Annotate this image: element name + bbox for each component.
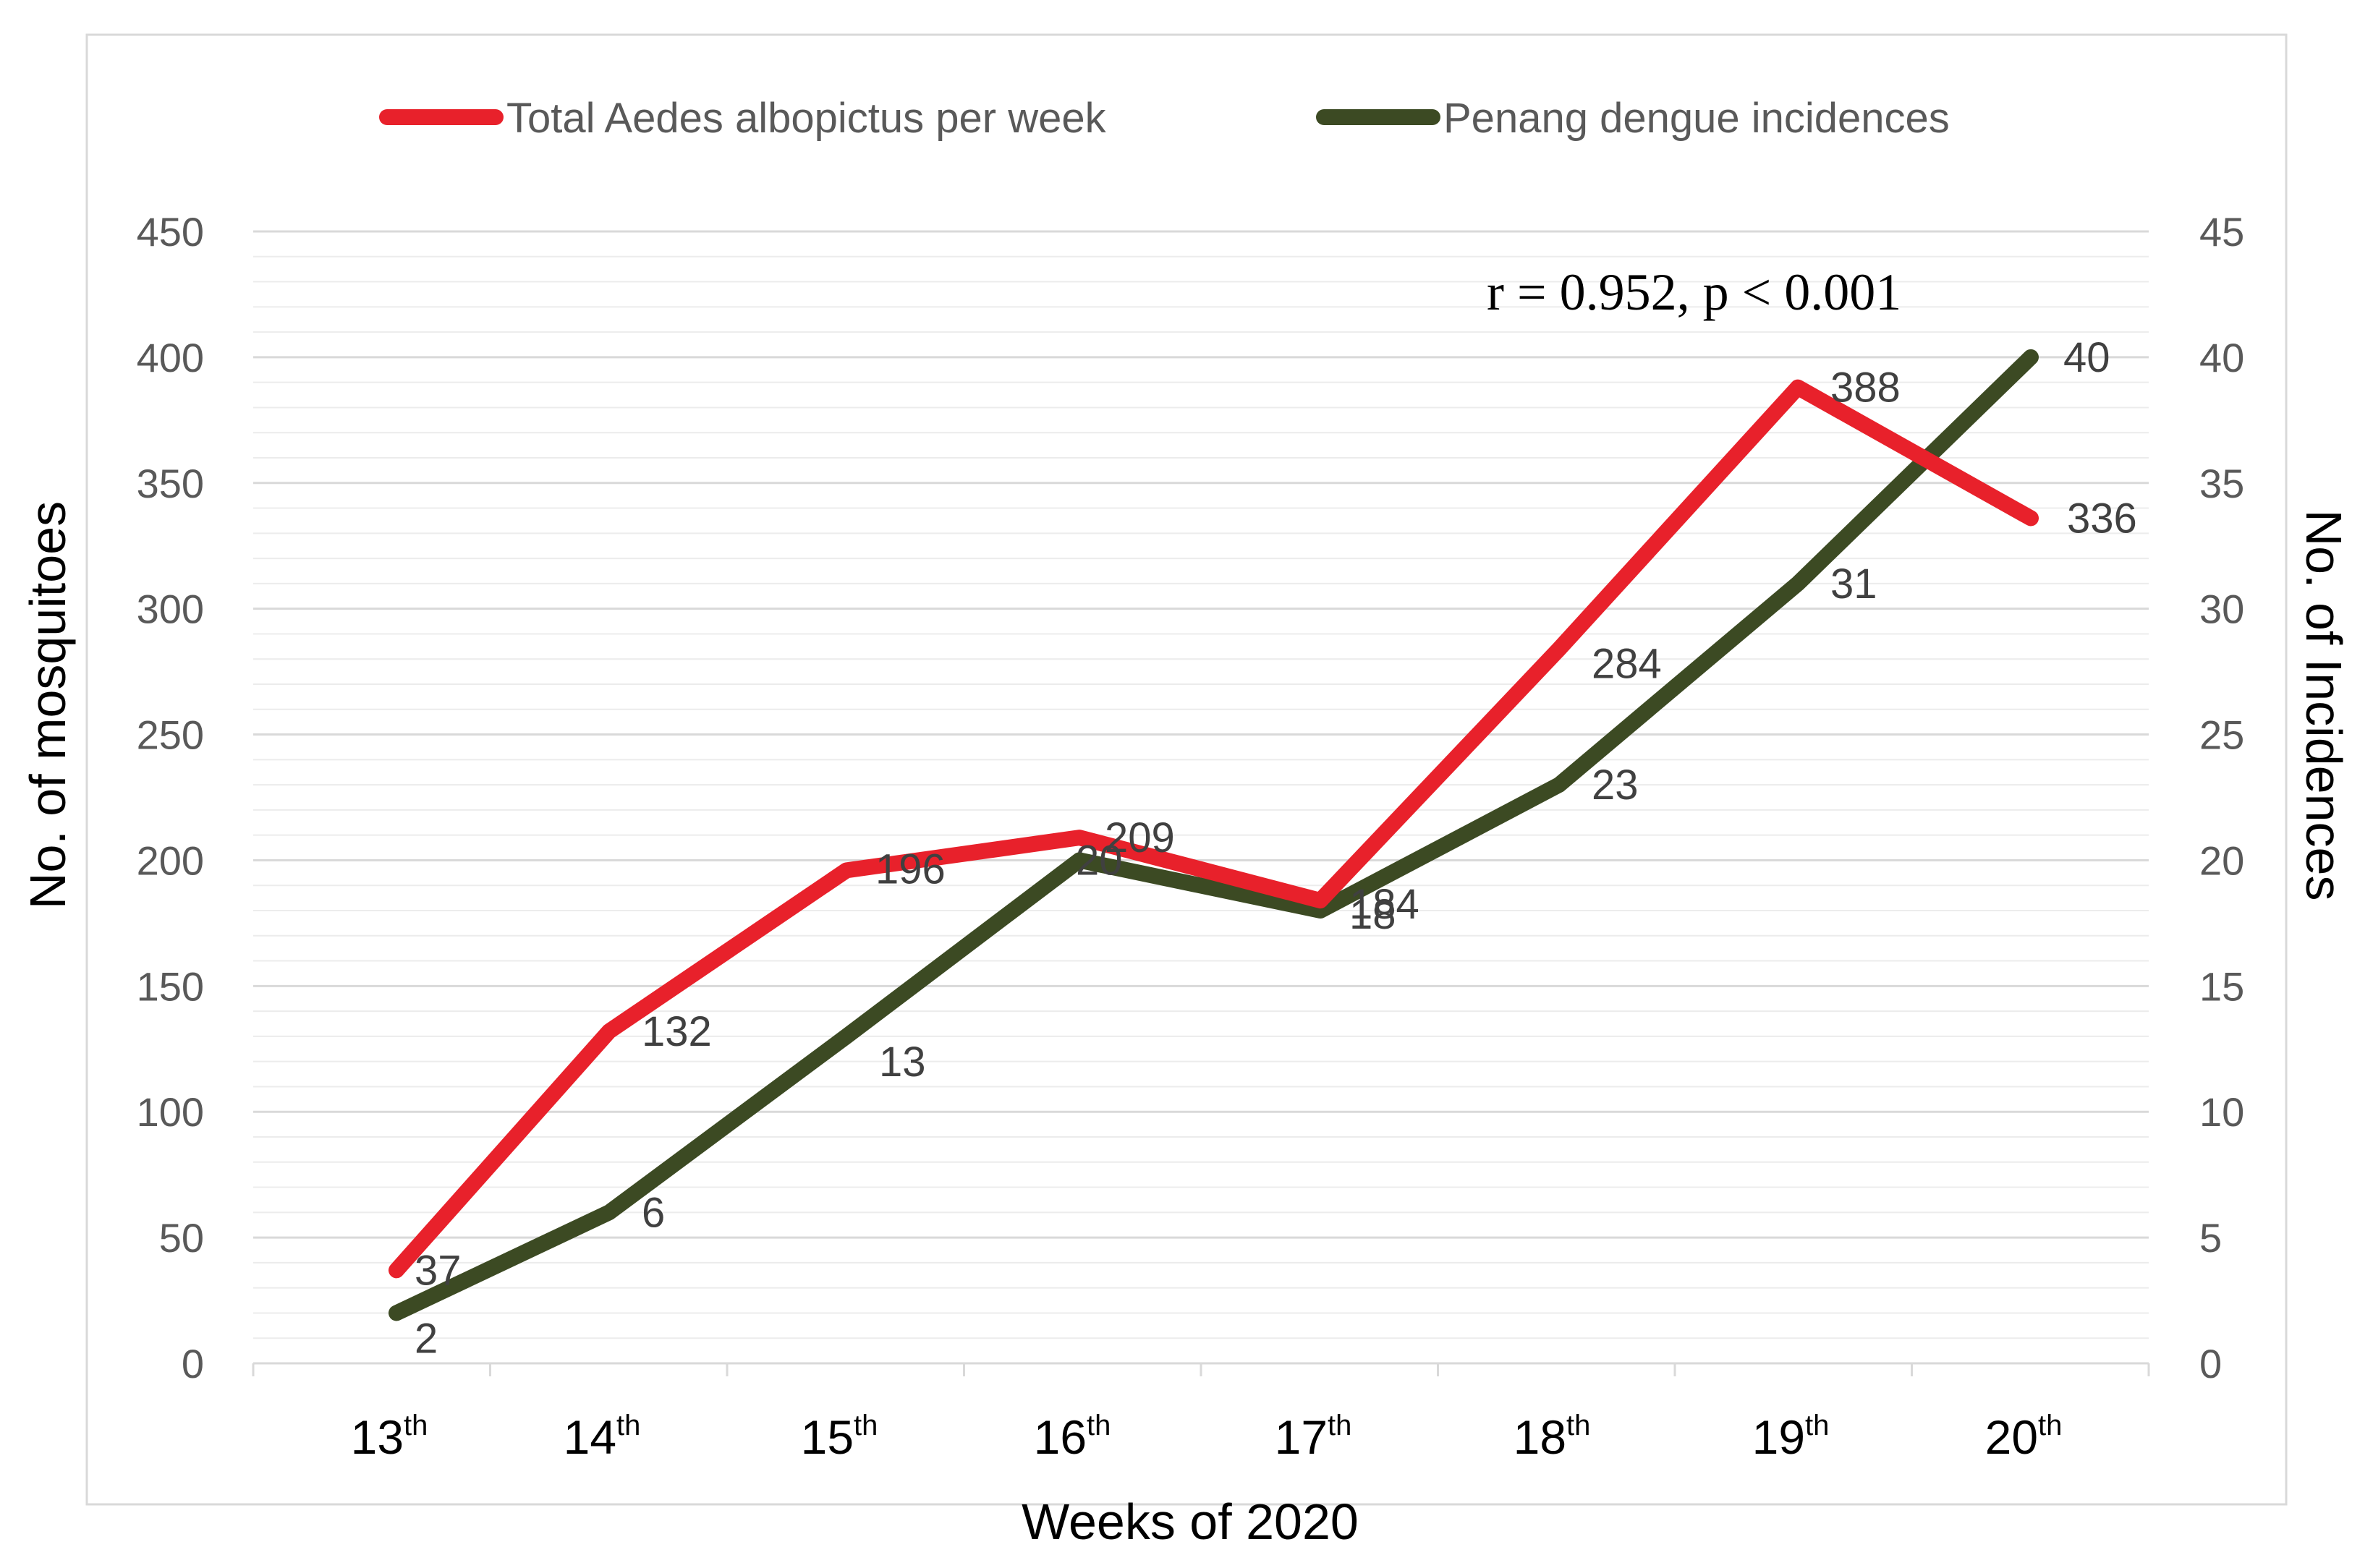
x-tick-label: 20th xyxy=(1985,1410,2063,1464)
legend-label-mosquitoes: Total Aedes albopictus per week xyxy=(506,95,1107,142)
y-tick-label: 250 xyxy=(137,712,204,758)
data-label-dengue: 20 xyxy=(1076,837,1123,884)
data-label-dengue: 31 xyxy=(1830,561,1877,608)
data-label-dengue: 18 xyxy=(1349,891,1396,938)
y2-tick-label: 20 xyxy=(2199,838,2244,883)
y-tick-label: 100 xyxy=(137,1089,204,1135)
y2-tick-label: 40 xyxy=(2199,335,2244,380)
data-label-dengue: 6 xyxy=(642,1189,665,1236)
x-tick-suffix: th xyxy=(854,1410,878,1441)
y-tick-label: 450 xyxy=(137,209,204,255)
y-tick-label: 150 xyxy=(137,963,204,1009)
series-line-mosquitoes xyxy=(389,379,2039,1279)
data-label-mosquitoes: 209 xyxy=(1105,814,1175,861)
y2-tick-label: 15 xyxy=(2199,963,2244,1009)
x-tick-suffix: th xyxy=(616,1410,640,1441)
x-tick-suffix: th xyxy=(2038,1410,2062,1441)
series-line-dengue xyxy=(389,349,2039,1321)
y2-axis-title: No. of Incidences xyxy=(2296,510,2352,901)
x-tick-suffix: th xyxy=(1805,1410,1829,1441)
y2-tick-label: 5 xyxy=(2199,1215,2222,1261)
x-tick-suffix: th xyxy=(1328,1410,1351,1441)
data-label-mosquitoes: 284 xyxy=(1592,640,1662,687)
y-tick-label: 400 xyxy=(137,335,204,380)
y-tick-label: 300 xyxy=(137,587,204,632)
y2-tick-label: 0 xyxy=(2199,1341,2222,1386)
y2-tick-label: 10 xyxy=(2199,1089,2244,1135)
x-tick-label: 13th xyxy=(351,1410,428,1464)
x-tick-suffix: th xyxy=(404,1410,428,1441)
legend-label-dengue: Penang dengue incidences xyxy=(1443,95,1950,142)
y-tick-label: 350 xyxy=(137,461,204,506)
chart-frame xyxy=(85,33,2288,1506)
data-label-mosquitoes: 336 xyxy=(2067,495,2137,542)
y-tick-label: 50 xyxy=(159,1215,204,1261)
data-label-mosquitoes: 37 xyxy=(415,1247,462,1294)
y-tick-label: 0 xyxy=(182,1341,204,1386)
data-label-dengue: 2 xyxy=(415,1315,438,1362)
data-label-mosquitoes: 196 xyxy=(875,845,946,892)
data-label-mosquitoes: 388 xyxy=(1830,365,1901,412)
data-label-dengue: 23 xyxy=(1592,762,1639,809)
correlation-annotation: r = 0.952, p < 0.001 xyxy=(1487,263,1901,321)
axes: 0 50 100 150 200 250 300 350 400 450 0 5 10 15 20 25 30 3… xyxy=(137,209,2245,1464)
y2-tick-label: 45 xyxy=(2199,209,2244,255)
data-labels: 37 132 196 209 184 284 388 336 2 6 13 20 18 23 31 40 xyxy=(415,334,2137,1363)
y-tick-label: 200 xyxy=(137,838,204,883)
y2-tick-label: 30 xyxy=(2199,587,2244,632)
x-tick-suffix: th xyxy=(1566,1410,1590,1441)
y-axis-title: No. of mosquitoes xyxy=(20,501,76,909)
data-label-mosquitoes: 132 xyxy=(642,1008,712,1055)
data-label-dengue: 40 xyxy=(2063,334,2110,381)
data-label-mosquitoes: 184 xyxy=(1349,881,1419,928)
x-axis-title: Weeks of 2020 xyxy=(1022,1494,1359,1550)
y2-tick-label: 25 xyxy=(2199,712,2244,758)
data-label-dengue: 13 xyxy=(879,1039,926,1086)
x-tick-suffix: th xyxy=(1087,1410,1111,1441)
y2-tick-label: 35 xyxy=(2199,461,2244,506)
series-group xyxy=(389,349,2039,1321)
legend: Total Aedes albopictus per week Penang d… xyxy=(379,95,1950,142)
